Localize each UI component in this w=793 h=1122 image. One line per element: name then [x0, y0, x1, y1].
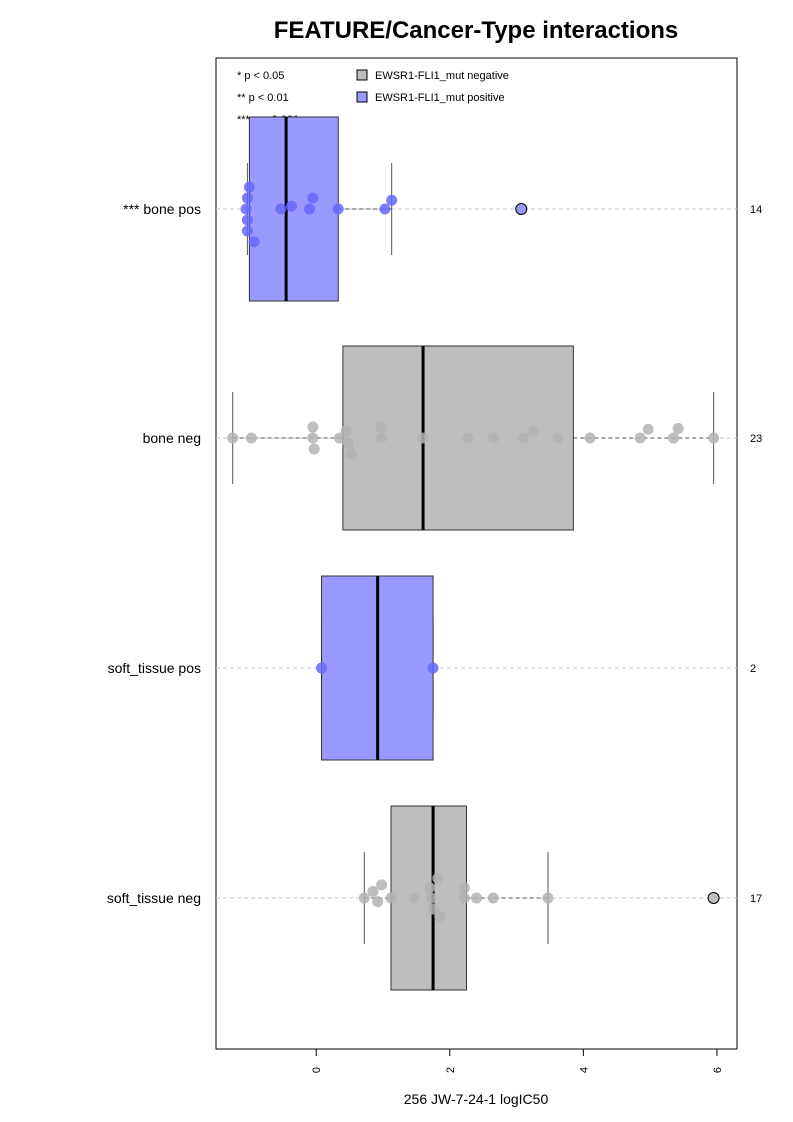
data-point	[471, 892, 482, 904]
data-point	[245, 432, 257, 444]
significance-legend-entry: ** p < 0.01	[237, 92, 289, 104]
outlier-point	[515, 203, 528, 215]
x-tick-label: 6	[712, 1067, 724, 1073]
x-axis: 0 2 4 6	[311, 1048, 724, 1073]
data-point	[227, 432, 239, 444]
data-point	[241, 192, 253, 204]
data-point	[425, 892, 437, 904]
data-point	[434, 910, 446, 922]
data-point	[552, 432, 564, 444]
group-labels: *** bone pos bone neg soft_tissue pos soft_…	[107, 201, 201, 906]
data-point	[427, 903, 439, 915]
data-point	[243, 181, 255, 193]
boxes	[232, 116, 715, 991]
data-point	[487, 432, 499, 444]
x-tick-label: 0	[311, 1067, 323, 1073]
data-point	[385, 892, 397, 904]
sample-size: 14	[750, 204, 762, 216]
data-point	[584, 432, 596, 444]
group-gridlines	[216, 208, 737, 899]
group-sample-sizes: 14 23 2 17	[750, 204, 762, 905]
data-point	[248, 236, 260, 248]
data-point	[307, 421, 319, 433]
data-point	[346, 448, 358, 460]
group-label: bone neg	[143, 430, 201, 446]
legend-swatch	[356, 69, 368, 81]
data-point	[367, 885, 379, 897]
chart-title: FEATURE/Cancer-Type interactions	[274, 17, 679, 44]
data-point	[542, 892, 554, 904]
box	[248, 116, 339, 302]
data-point	[308, 443, 320, 455]
data-point	[487, 892, 499, 904]
data-point	[241, 214, 253, 226]
data-point	[417, 432, 429, 444]
data-point	[424, 882, 436, 894]
data-point	[458, 882, 470, 894]
outlier-point	[707, 892, 720, 904]
data-point	[462, 432, 474, 444]
data-point	[285, 200, 297, 212]
data-point	[340, 425, 352, 437]
data-point	[672, 423, 684, 435]
data-point	[432, 872, 444, 884]
data-point	[358, 892, 370, 904]
data-point	[307, 192, 319, 204]
data-point	[372, 896, 384, 908]
x-axis-label: 256 JW-7-24-1 logIC50	[404, 1091, 549, 1107]
group-label: soft_tissue neg	[107, 890, 201, 906]
x-tick-label: 2	[445, 1067, 457, 1073]
data-point	[376, 879, 388, 891]
data-points	[227, 181, 720, 922]
data-point	[304, 203, 316, 215]
data-point	[334, 432, 346, 444]
data-point	[332, 203, 344, 215]
sample-size: 23	[750, 433, 762, 445]
legend-label: EWSR1-FLI1_mut negative	[375, 70, 509, 82]
data-point	[275, 203, 287, 215]
data-point	[427, 662, 439, 674]
data-point	[458, 892, 470, 904]
data-point	[634, 432, 646, 444]
data-point	[708, 432, 720, 444]
significance-legend-entry: * p < 0.05	[237, 70, 284, 82]
group-label: soft_tissue pos	[108, 660, 201, 676]
data-point	[379, 203, 391, 215]
data-point	[375, 432, 387, 444]
data-point	[240, 203, 252, 215]
x-tick-label: 4	[578, 1067, 590, 1073]
data-point	[307, 432, 319, 444]
data-point	[386, 194, 398, 206]
data-point	[517, 432, 529, 444]
data-point	[408, 892, 420, 904]
sample-size: 17	[750, 893, 762, 905]
data-point	[342, 437, 354, 449]
legend-label: EWSR1-FLI1_mut positive	[375, 92, 505, 104]
group-label: *** bone pos	[123, 201, 201, 217]
legend-swatch	[356, 91, 368, 103]
data-point	[241, 225, 253, 237]
data-point	[375, 421, 387, 433]
data-point	[527, 425, 539, 437]
sample-size: 2	[750, 663, 756, 675]
data-point	[668, 432, 680, 444]
data-point	[642, 423, 654, 435]
data-point	[316, 662, 328, 674]
